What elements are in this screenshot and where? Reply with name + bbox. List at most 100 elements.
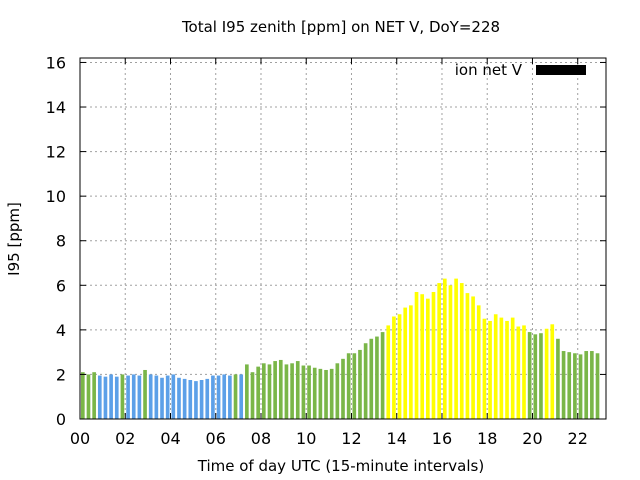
- legend-swatch: [536, 65, 586, 75]
- bar: [539, 333, 543, 419]
- x-tick-label: 22: [568, 429, 588, 448]
- x-tick-label: 10: [296, 429, 316, 448]
- y-tick-label: 6: [56, 276, 66, 295]
- y-tick-label: 16: [46, 53, 66, 72]
- bar: [426, 298, 430, 419]
- bar: [527, 332, 532, 419]
- bar: [454, 278, 458, 419]
- bar: [590, 351, 594, 419]
- bar: [352, 353, 357, 419]
- bar: [216, 375, 221, 419]
- bar: [182, 378, 187, 419]
- y-tick-label: 14: [46, 98, 66, 117]
- bar: [245, 364, 249, 419]
- bar: [346, 353, 351, 419]
- bar: [222, 374, 227, 419]
- bar: [522, 325, 526, 419]
- bar: [375, 336, 379, 419]
- bar: [595, 353, 600, 419]
- bar: [103, 376, 108, 419]
- x-tick-label: 20: [522, 429, 542, 448]
- bar: [188, 380, 193, 419]
- bar: [544, 328, 549, 419]
- y-tick-label: 10: [46, 187, 66, 206]
- legend: ion net V: [455, 61, 586, 79]
- bar: [380, 332, 385, 419]
- bar: [369, 338, 374, 419]
- bar: [137, 375, 142, 419]
- bar: [278, 359, 283, 419]
- plot-frame: [79, 57, 607, 420]
- bar: [295, 361, 300, 419]
- bar: [533, 334, 538, 419]
- x-tick-label: 02: [115, 429, 135, 448]
- bar: [114, 376, 119, 419]
- bar: [437, 283, 441, 419]
- bar: [341, 358, 345, 419]
- bar: [160, 377, 164, 419]
- bar: [109, 374, 113, 419]
- grid: [80, 58, 606, 419]
- bar: [290, 363, 294, 419]
- y-axis-label: I95 [ppm]: [5, 202, 23, 276]
- x-tick-label: 12: [341, 429, 361, 448]
- bar: [171, 374, 176, 419]
- bar: [143, 369, 147, 419]
- x-tick-label: 06: [206, 429, 226, 448]
- y-tick-label: 8: [56, 232, 66, 251]
- bar: [505, 320, 509, 419]
- bar: [488, 320, 492, 419]
- bar: [239, 374, 244, 419]
- bar: [482, 318, 487, 419]
- bar: [493, 314, 498, 419]
- x-tick-label: 16: [432, 429, 452, 448]
- bar: [324, 369, 328, 419]
- bar: [550, 324, 555, 419]
- y-tick-label: 2: [56, 365, 66, 384]
- x-tick-label: 00: [70, 429, 90, 448]
- bar: [335, 363, 340, 419]
- bar: [194, 381, 198, 419]
- bar: [392, 316, 396, 419]
- bar: [386, 325, 391, 419]
- bar: [516, 326, 521, 419]
- bar: [459, 283, 464, 419]
- bar: [177, 377, 181, 419]
- bar: [301, 365, 306, 419]
- bar: [273, 361, 277, 419]
- bar: [97, 375, 102, 419]
- bar: [363, 343, 368, 419]
- x-tick-label: 08: [251, 429, 271, 448]
- bar: [228, 375, 232, 419]
- bar: [267, 364, 272, 419]
- y-tick-label: 4: [56, 321, 66, 340]
- bar: [409, 305, 413, 419]
- bar: [250, 372, 255, 419]
- bar: [205, 378, 210, 419]
- bar: [329, 368, 334, 419]
- bar: [284, 364, 289, 419]
- bar: [431, 291, 436, 419]
- x-tick-label: 14: [387, 429, 407, 448]
- x-axis-label: Time of day UTC (15-minute intervals): [197, 457, 484, 475]
- bar: [165, 375, 170, 419]
- x-tick-label: 04: [160, 429, 180, 448]
- bar: [211, 375, 215, 419]
- bar: [476, 305, 481, 419]
- bar: [556, 338, 560, 419]
- bar: [358, 349, 362, 419]
- bars: [81, 278, 600, 419]
- bar: [465, 293, 470, 419]
- bar: [81, 372, 85, 419]
- legend-label: ion net V: [455, 61, 523, 79]
- bar: [471, 296, 475, 419]
- bar: [261, 363, 266, 419]
- bar: [561, 351, 566, 419]
- bar: [92, 372, 96, 419]
- chart-title: Total I95 zenith [ppm] on NET V, DoY=228: [181, 18, 500, 36]
- y-tick-label: 0: [56, 410, 66, 429]
- bar: [126, 375, 130, 419]
- bar: [448, 285, 453, 419]
